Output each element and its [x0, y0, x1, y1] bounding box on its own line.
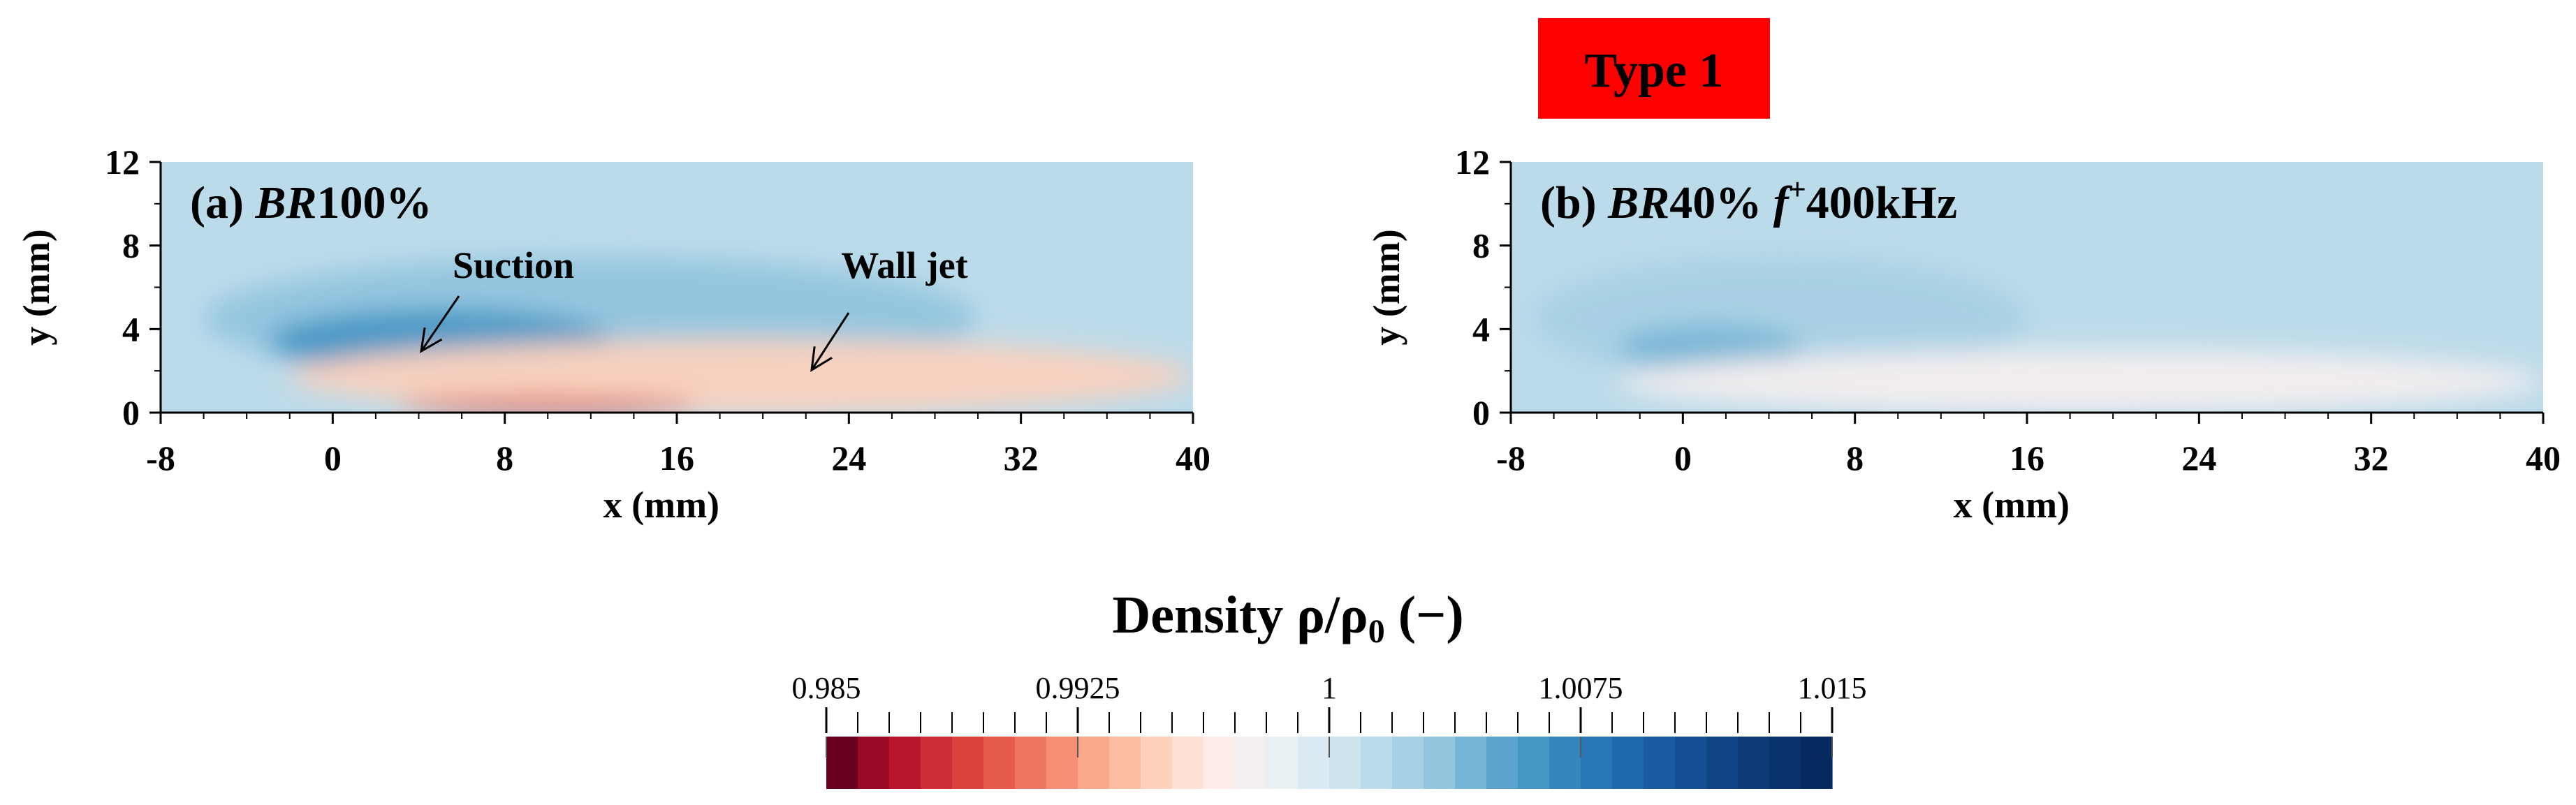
colorbar-title-tail: (−)	[1385, 586, 1464, 644]
wall-jet-region-4	[397, 398, 698, 413]
colorbar-level	[921, 737, 953, 789]
colorbar-level	[952, 737, 984, 789]
colorbar-level	[1424, 737, 1456, 789]
colorbar-title-subscript: 0	[1368, 613, 1385, 650]
x-axis-label: x (mm)	[1954, 484, 2070, 526]
colorbar-level	[858, 737, 890, 789]
colorbar-tick-label: 0.9925	[1036, 671, 1120, 705]
wall-jet-region-3	[289, 339, 1193, 413]
y-tick-label: 0	[1472, 393, 1490, 432]
colorbar-level	[1706, 737, 1739, 789]
x-tick-label: 8	[1846, 438, 1864, 478]
colorbar-level	[1738, 737, 1770, 789]
y-tick-label: 12	[1455, 142, 1490, 182]
x-tick-label: 0	[324, 438, 342, 478]
x-axis-label: x (mm)	[603, 484, 719, 526]
plot-area	[161, 162, 1193, 413]
colorbar-tick-label: 1.0075	[1539, 671, 1623, 705]
x-tick-label: -8	[146, 438, 175, 478]
colorbar-level	[889, 737, 921, 789]
x-tick-label: 40	[1176, 438, 1210, 478]
x-tick-label: 40	[2526, 438, 2561, 478]
colorbar-level	[1392, 737, 1424, 789]
panel-title-prefix: (a)	[190, 177, 255, 228]
field-contours	[203, 256, 1193, 413]
field-contours	[1532, 256, 2543, 413]
colorbar-level	[826, 737, 858, 789]
colorbar-level	[1141, 737, 1173, 789]
type-badge-label: Type 1	[1585, 44, 1724, 98]
colorbar-level	[1298, 737, 1330, 789]
colorbar: Density ρ/ρ0 (−) 0.985 0.9925 1 1.0075 1.015	[792, 586, 1867, 789]
annotation-label: Suction	[453, 244, 574, 286]
colorbar-tick-label: 1.015	[1798, 671, 1867, 705]
annotation-arrow-head	[810, 346, 833, 372]
colorbar-level	[1518, 737, 1550, 789]
y-tick-label: 4	[1472, 309, 1490, 348]
colorbar-level	[1203, 737, 1236, 789]
colorbar-level	[1109, 737, 1141, 789]
x-tick-label: 24	[831, 438, 866, 478]
colorbar-title-main: Density ρ/ρ	[1112, 586, 1368, 644]
colorbar-level	[1769, 737, 1801, 789]
annotation-arrow-shaft	[420, 295, 460, 352]
type-badge-background	[1538, 18, 1770, 119]
panel-title-frequency: 400kHz	[1806, 177, 1957, 228]
y-tick-label: 4	[122, 309, 140, 348]
x-tick-label: 16	[2010, 438, 2044, 478]
colorbar-level	[1172, 737, 1204, 789]
colorbar-level	[1361, 737, 1393, 789]
y-tick-label: 8	[1472, 226, 1490, 265]
x-tick-label: -8	[1496, 438, 1525, 478]
colorbar-level	[1612, 737, 1644, 789]
x-tick-label: 16	[659, 438, 694, 478]
panel-title-prefix: (b)	[1540, 177, 1608, 228]
x-tick-label: 32	[1004, 438, 1039, 478]
y-tick-label: 12	[105, 142, 140, 182]
colorbar-level	[983, 737, 1016, 789]
colorbar-tick-label: 0.985	[792, 671, 861, 705]
colorbar-cells	[826, 737, 1833, 789]
colorbar-level	[1078, 737, 1110, 789]
x-tick-label: 24	[2181, 438, 2216, 478]
y-axis-label: y (mm)	[15, 229, 57, 345]
colorbar-level	[1455, 737, 1487, 789]
wall-jet-region-3	[1618, 350, 2543, 413]
panel-title-italic: BR	[1607, 177, 1669, 228]
panel-title-superscript: +	[1789, 172, 1806, 207]
colorbar-level	[1266, 737, 1298, 789]
panel-title-suffix: 100%	[317, 177, 432, 228]
colorbar-level	[1486, 737, 1518, 789]
colorbar-level	[1046, 737, 1078, 789]
x-tick-label: 8	[496, 438, 513, 478]
colorbar-level	[1644, 737, 1676, 789]
annotation-arrow-shaft	[810, 312, 850, 371]
annotation-label: Wall jet	[841, 244, 967, 286]
panel-title: (a) BR100%	[190, 177, 432, 228]
annotation-arrow-head	[420, 327, 443, 353]
colorbar-level	[1801, 737, 1833, 789]
colorbar-level	[1015, 737, 1047, 789]
x-tick-label: 0	[1674, 438, 1692, 478]
panel-title: (b) BR40% f+400kHz	[1540, 172, 1957, 228]
panel-title-suffix: 40%	[1669, 177, 1773, 228]
colorbar-level	[1549, 737, 1581, 789]
colorbar-level	[1235, 737, 1267, 789]
x-tick-label: 32	[2354, 438, 2389, 478]
type-badge: Type 1	[1538, 18, 1770, 119]
colorbar-level	[1581, 737, 1613, 789]
y-axis-label: y (mm)	[1366, 229, 1407, 345]
colorbar-ticks: 0.985 0.9925 1 1.0075 1.015	[792, 671, 1867, 758]
colorbar-level	[1675, 737, 1707, 789]
colorbar-level	[1329, 737, 1361, 789]
colorbar-tick-label: 1	[1322, 671, 1337, 705]
y-tick-label: 8	[122, 226, 140, 265]
plot-area	[1511, 162, 2543, 413]
y-tick-label: 0	[122, 393, 140, 432]
colorbar-title: Density ρ/ρ0 (−)	[1112, 586, 1463, 650]
panel-title-italic: BR	[254, 177, 316, 228]
